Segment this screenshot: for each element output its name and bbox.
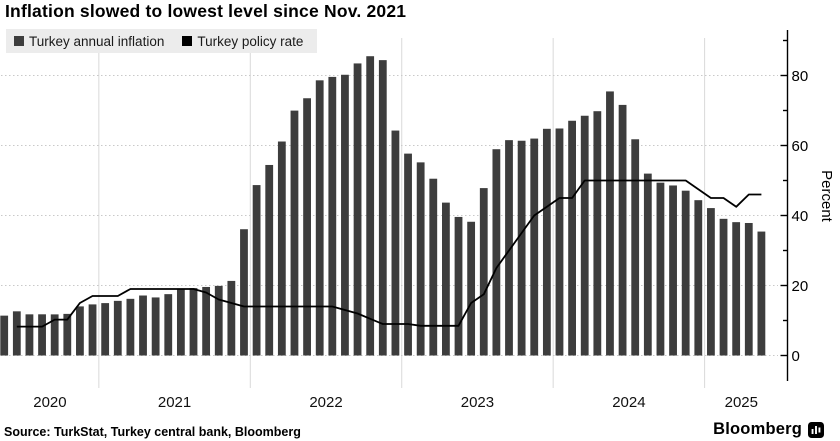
bar: [63, 313, 72, 356]
bar: [341, 74, 349, 356]
bar: [265, 164, 274, 356]
bar: [669, 185, 677, 356]
bar: [38, 314, 46, 356]
bar: [378, 60, 387, 356]
bar: [442, 202, 450, 356]
bar: [479, 188, 488, 356]
y-axis-title: Percent: [818, 170, 835, 223]
y-tick-label: 60: [792, 138, 809, 155]
bar: [631, 139, 640, 356]
bar: [353, 63, 362, 356]
y-tick-label: 80: [792, 68, 809, 85]
bar: [416, 162, 425, 356]
bloomberg-wordmark: Bloomberg: [713, 420, 802, 438]
y-axis: [780, 30, 789, 381]
bar: [88, 304, 97, 356]
bar: [113, 300, 122, 356]
bar: [593, 111, 602, 356]
bar: [681, 190, 690, 356]
bar: [164, 294, 173, 356]
bar: [227, 280, 236, 356]
y-tick-label: 20: [792, 278, 809, 295]
bar: [643, 173, 652, 356]
legend: Turkey annual inflation Turkey policy ra…: [6, 29, 318, 53]
bar: [744, 222, 753, 356]
bar: [0, 315, 9, 356]
bar: [391, 130, 400, 356]
bar: [277, 141, 286, 356]
legend-item-inflation: Turkey annual inflation: [14, 34, 164, 49]
bar: [530, 138, 539, 356]
bar: [126, 298, 135, 356]
chart-title: Inflation slowed to lowest level since N…: [5, 1, 407, 21]
bar: [454, 216, 463, 356]
bar: [580, 115, 589, 356]
bar: [176, 289, 185, 356]
bar: [214, 285, 223, 356]
bar: [202, 286, 211, 356]
bar: [517, 140, 526, 356]
x-year-label: 2022: [309, 394, 342, 411]
bar: [139, 295, 147, 356]
y-tick-label: 40: [792, 208, 809, 225]
bar: [50, 314, 59, 356]
bloomberg-brand: Bloomberg: [713, 420, 836, 439]
inflation-bars: [0, 56, 766, 356]
bar: [303, 98, 311, 356]
y-tick-label: 0: [792, 348, 800, 365]
bar: [618, 104, 627, 356]
x-year-label: 2024: [612, 394, 645, 411]
x-year-label: 2025: [725, 394, 758, 411]
bar: [467, 221, 476, 356]
year-gridlines: [98, 38, 706, 388]
bar: [606, 91, 614, 356]
bar: [252, 185, 261, 356]
bar: [542, 128, 551, 356]
bar: [707, 208, 715, 356]
bar: [240, 229, 248, 356]
y-tick-labels: 0 20 40 60 80: [792, 68, 809, 365]
bar: [189, 288, 198, 356]
bar: [429, 178, 438, 356]
bar: [555, 128, 564, 356]
legend-label-policy-rate: Turkey policy rate: [197, 33, 304, 49]
bar: [151, 297, 160, 356]
bar: [315, 80, 324, 356]
bar: [732, 222, 741, 356]
bar: [568, 120, 576, 356]
bar: [101, 303, 110, 356]
bar: [656, 182, 665, 356]
policy-rate-swatch-icon: [182, 36, 193, 46]
x-year-label: 2020: [33, 394, 66, 411]
bar: [328, 76, 337, 356]
source-note: Source: TurkStat, Turkey central bank, B…: [4, 425, 301, 439]
policy-rate-line: [16, 179, 762, 328]
bar: [76, 306, 84, 356]
bar: [25, 314, 34, 356]
x-year-label: 2021: [158, 394, 191, 411]
legend-item-policy-rate: Turkey policy rate: [182, 34, 303, 49]
legend-label-inflation: Turkey annual inflation: [29, 33, 165, 49]
chart-footer: Source: TurkStat, Turkey central bank, B…: [0, 420, 836, 439]
bar: [404, 153, 412, 356]
bar: [719, 218, 728, 356]
bar: [366, 56, 375, 356]
bloomberg-mark-icon: [808, 421, 824, 438]
bar: [694, 200, 703, 356]
x-year-labels: 2020 2021 2022 2023 2024 2025: [33, 394, 758, 411]
bar: [290, 110, 299, 356]
bar: [505, 140, 513, 356]
bar: [757, 231, 766, 356]
inflation-swatch-icon: [14, 36, 24, 46]
bar: [12, 311, 21, 356]
x-year-label: 2023: [461, 394, 494, 411]
bar: [492, 149, 501, 356]
